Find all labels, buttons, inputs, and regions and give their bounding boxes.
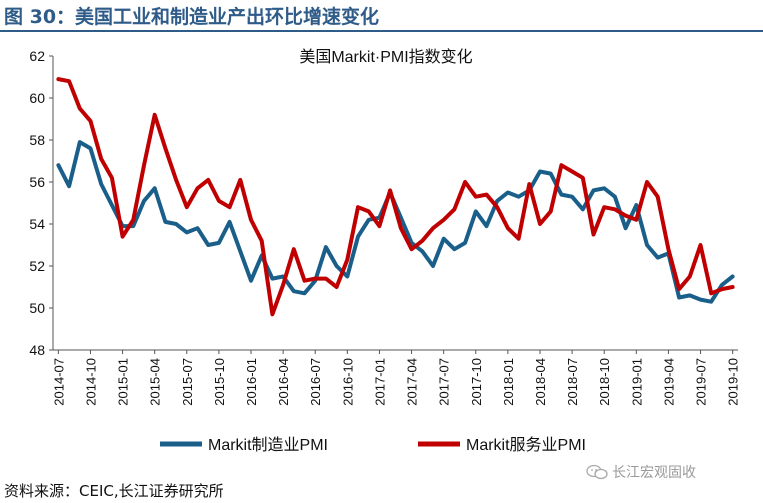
y-tick-label: 52 <box>29 258 45 274</box>
x-tick-label: 2015-04 <box>148 358 163 406</box>
x-tick-label: 2015-10 <box>212 358 227 406</box>
wechat-icon <box>586 464 608 480</box>
x-tick-label: 2017-01 <box>372 358 387 406</box>
y-tick-label: 54 <box>29 216 45 232</box>
x-tick-label: 2019-07 <box>694 358 709 406</box>
y-tick-label: 58 <box>29 132 45 148</box>
x-tick-label: 2018-01 <box>501 358 516 406</box>
x-tick-label: 2019-04 <box>661 358 676 406</box>
x-tick-label: 2016-01 <box>244 358 259 406</box>
title-divider <box>0 30 763 32</box>
services-pmi-line <box>56 77 735 317</box>
y-tick-label: 48 <box>29 342 45 358</box>
x-tick-label: 2014-07 <box>51 358 66 406</box>
x-tick-label: 2016-10 <box>340 358 355 406</box>
x-tick-label: 2017-10 <box>469 358 484 406</box>
x-tick-label: 2015-07 <box>180 358 195 406</box>
x-tick-label: 2019-01 <box>629 358 644 406</box>
x-tick-label: 2018-10 <box>597 358 612 406</box>
y-tick-label: 60 <box>29 90 45 106</box>
x-tick-label: 2018-04 <box>533 358 548 406</box>
x-tick-label: 2015-01 <box>116 358 131 406</box>
y-tick-label: 62 <box>29 48 45 64</box>
chart-legend: Markit制造业PMI Markit服务业PMI <box>160 436 586 454</box>
source-note: 资料来源：CEIC,长江证券研究所 <box>4 482 224 500</box>
y-tick-label: 50 <box>29 300 45 316</box>
legend-services-label: Markit服务业PMI <box>466 436 586 454</box>
legend-manufacturing-label: Markit制造业PMI <box>208 436 328 454</box>
x-tick-label: 2016-07 <box>308 358 323 406</box>
x-axis-ticks: 2014-07 2014-10 2015-01 2015-04 2015-07 2015-… <box>51 350 741 406</box>
chart-axes <box>52 56 738 351</box>
manufacturing-pmi-line <box>56 140 735 304</box>
watermark-text: 长江宏观固收 <box>612 465 696 481</box>
x-tick-label: 2016-04 <box>276 358 291 406</box>
watermark: 长江宏观固收 <box>586 462 696 482</box>
chart-title: 美国Markit·PMI指数变化 <box>299 48 472 66</box>
x-tick-label: 2018-07 <box>565 358 580 406</box>
x-tick-label: 2017-04 <box>405 358 420 406</box>
series-lines <box>56 77 735 317</box>
pmi-line-chart: 美国Markit·PMI指数变化 48 50 52 54 56 58 60 62 2014-0… <box>29 48 741 454</box>
x-tick-label: 2014-10 <box>83 358 98 406</box>
y-tick-label: 56 <box>29 174 45 190</box>
figure-title: 图 30：美国工业和制造业产出环比增速变化 <box>4 6 380 28</box>
x-tick-label: 2019-10 <box>726 358 741 406</box>
y-axis-ticks: 48 50 52 54 56 58 60 62 <box>29 48 53 358</box>
x-tick-label: 2017-07 <box>437 358 452 406</box>
